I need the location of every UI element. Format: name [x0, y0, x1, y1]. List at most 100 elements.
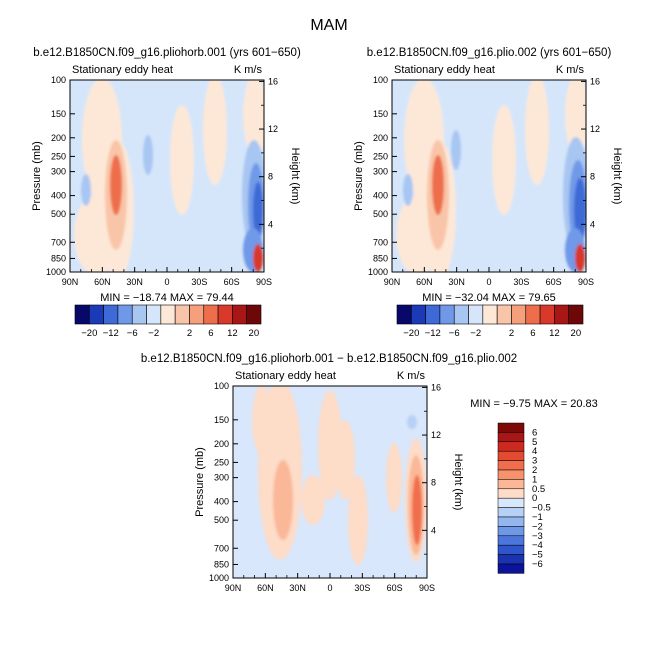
colorbar-swatch: [203, 304, 219, 325]
contour-field: [70, 80, 264, 272]
x-tick-label: 90N: [62, 277, 79, 287]
panel-left-label: Stationary eddy heat: [394, 64, 495, 76]
colorbar-label: −0.5: [532, 503, 551, 514]
colorbar-label: 4: [532, 446, 537, 457]
y-tick-label: 100: [51, 75, 66, 85]
y-tick-label: 400: [51, 191, 66, 201]
x-tick-label: 30N: [126, 277, 143, 287]
colorbar-label: 5: [532, 437, 537, 448]
panel-stats: MIN = −9.75 MAX = 20.83: [470, 398, 598, 410]
colorbar-label: −5: [532, 550, 543, 561]
x-tick-label: 0: [164, 277, 169, 287]
panel-left-label: Stationary eddy heat: [72, 64, 173, 76]
x-tick-label: 90N: [384, 277, 401, 287]
colorbar-label: 0: [532, 493, 537, 504]
x-tick-label: 30N: [289, 583, 306, 593]
colorbar-swatch: [497, 507, 525, 518]
colorbar-swatch: [160, 304, 176, 325]
panel-pliohorb: b.e12.B1850CN.f09_g16.pliohorb.001 (yrs …: [31, 47, 301, 304]
y-tick-label: 700: [214, 543, 229, 553]
colorbar-swatch: [497, 479, 525, 490]
contour-field: [392, 80, 586, 272]
x-tick-label: 90S: [578, 277, 594, 287]
colorbar-label: −20: [81, 328, 97, 339]
y-tick-label: 100: [214, 381, 229, 391]
colorbar-swatch: [246, 304, 262, 325]
y-tick-label: 300: [214, 473, 229, 483]
panel-left-label: Stationary eddy heat: [235, 370, 336, 382]
panel-units-label: K m/s: [234, 64, 263, 76]
contour-field: [233, 386, 427, 578]
colorbar-label: 2: [187, 328, 192, 339]
colorbar-label: −2: [470, 328, 481, 339]
colorbar-label: 6: [208, 328, 213, 339]
x-tick-label: 60S: [546, 277, 562, 287]
colorbar-swatch: [117, 304, 133, 325]
y-tick-label: 250: [373, 151, 388, 161]
colorbar-label: −1: [532, 512, 543, 523]
colorbar-label: 20: [571, 328, 582, 339]
x-tick-label: 30N: [448, 277, 465, 287]
y-right-tick-label: 4: [268, 219, 273, 229]
colorbar-swatch: [482, 304, 498, 325]
colorbar-swatch: [497, 563, 525, 574]
colorbar-label: −20: [403, 328, 419, 339]
x-tick-label: 60S: [387, 583, 403, 593]
colorbar-swatch: [74, 304, 90, 325]
x-tick-label: 90S: [256, 277, 272, 287]
y-tick-label: 400: [373, 191, 388, 201]
x-tick-label: 30S: [191, 277, 207, 287]
colorbar-swatch: [146, 304, 162, 325]
colorbar-label: 2: [509, 328, 514, 339]
y-tick-label: 200: [214, 439, 229, 449]
x-tick-label: 60N: [94, 277, 111, 287]
y-tick-label: 300: [51, 167, 66, 177]
panel-units-label: K m/s: [556, 64, 585, 76]
colorbar-swatch: [497, 516, 525, 527]
y-tick-label: 500: [51, 209, 66, 219]
y-tick-label: 200: [51, 133, 66, 143]
y-right-tick-label: 8: [268, 172, 273, 182]
y-axis-label: Pressure (mb): [194, 447, 206, 517]
y-tick-label: 400: [214, 497, 229, 507]
colorbar-top-right: −20 −12 −6 −2 2 6 12 20: [396, 304, 584, 339]
y-right-tick-label: 16: [431, 382, 441, 392]
y-right-tick-label: 16: [590, 76, 600, 86]
colorbar-swatch: [453, 304, 469, 325]
colorbar-label: −6: [449, 328, 460, 339]
colorbar-swatch: [497, 469, 525, 480]
colorbar-swatch: [525, 304, 541, 325]
panel-difference: b.e12.B1850CN.f09_g16.pliohorb.001 − b.e…: [141, 353, 598, 593]
panel-title: b.e12.B1850CN.f09_g16.pliohorb.001 (yrs …: [33, 47, 301, 59]
colorbar-swatch: [425, 304, 441, 325]
colorbar-swatch: [496, 304, 512, 325]
colorbar-swatch: [511, 304, 527, 325]
y-tick-label: 250: [51, 151, 66, 161]
y-tick-label: 150: [214, 415, 229, 425]
y-right-tick-label: 16: [268, 76, 278, 86]
colorbar-swatch: [411, 304, 426, 325]
y-tick-label: 150: [373, 109, 388, 119]
colorbar-swatch: [497, 526, 525, 537]
colorbar-swatch: [396, 304, 412, 325]
y-axis-label-right: Height (km): [289, 148, 301, 205]
y-axis-label-right: Height (km): [611, 148, 623, 205]
colorbar-label: 20: [249, 328, 260, 339]
y-axis-label-right: Height (km): [452, 454, 464, 511]
x-tick-label: 90N: [225, 583, 242, 593]
colorbar-swatch: [497, 460, 525, 471]
colorbar-label: −6: [532, 559, 543, 570]
y-tick-label: 850: [51, 253, 66, 263]
colorbar-swatch: [189, 304, 205, 325]
colorbar-label: 12: [549, 328, 560, 339]
y-tick-label: 500: [373, 209, 388, 219]
colorbar-label: 12: [227, 328, 238, 339]
colorbar-label: 6: [532, 427, 537, 438]
colorbar-label: 3: [532, 456, 537, 467]
y-right-tick-label: 12: [268, 124, 278, 134]
colorbar-swatch: [554, 304, 569, 325]
x-tick-label: 60N: [416, 277, 433, 287]
colorbar-label: −2: [532, 521, 543, 532]
colorbar-swatch: [131, 304, 147, 325]
